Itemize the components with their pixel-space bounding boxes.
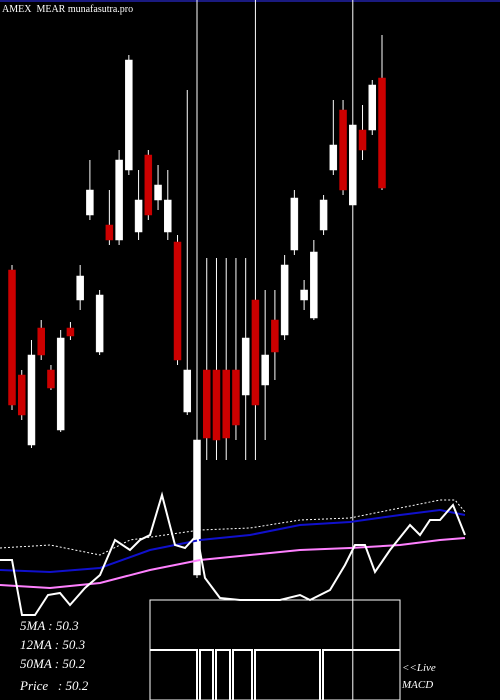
ma-label: 50MA : 50.2	[20, 656, 86, 671]
candle-body	[173, 241, 182, 361]
candle-body	[378, 77, 386, 189]
indicator-line	[0, 508, 466, 574]
live-label: <<Live	[402, 662, 436, 674]
ma-label: 12MA : 50.3	[20, 637, 86, 652]
candle-body	[251, 299, 260, 406]
candle-body	[86, 189, 94, 216]
macd-line	[150, 649, 400, 700]
macd-label: MACD	[401, 679, 433, 691]
chart-title: AMEX MEAR munafasutra.pro	[2, 4, 133, 15]
plot	[0, 0, 466, 700]
candle-body	[56, 337, 65, 431]
candle-body	[232, 369, 240, 426]
indicator-line	[0, 491, 466, 616]
candle-body	[222, 369, 230, 439]
candle-body	[329, 144, 338, 171]
candle-body	[134, 199, 143, 233]
candle-body	[280, 264, 289, 336]
candle-body	[300, 289, 308, 301]
candle-body	[202, 369, 211, 439]
price-label: Price : 50.2	[19, 678, 89, 693]
candle-body	[271, 319, 279, 353]
candle-body	[212, 369, 221, 441]
candle-body	[339, 109, 347, 191]
candle-body	[193, 439, 201, 576]
indicator-line	[0, 499, 466, 556]
candle-body	[144, 154, 153, 216]
indicator-line	[0, 537, 466, 590]
candle-body	[290, 197, 299, 251]
candle-body	[164, 199, 172, 233]
candle-body	[8, 269, 16, 406]
candle-body	[349, 124, 357, 206]
candle-body	[115, 159, 123, 241]
candle-body	[261, 354, 269, 386]
candle-body	[310, 251, 318, 319]
candle-body	[66, 327, 75, 337]
candle-body	[319, 199, 328, 231]
candle-body	[37, 327, 45, 356]
macd-panel	[149, 599, 401, 700]
candle-body	[17, 374, 26, 416]
candle-body	[95, 294, 104, 353]
candle-body	[358, 129, 367, 151]
ma-label: 5MA : 50.3	[20, 618, 79, 633]
candle-body	[154, 184, 162, 201]
candle-body	[27, 354, 36, 446]
candle-body	[368, 84, 377, 131]
candle-body	[105, 224, 114, 241]
candle-body	[183, 369, 192, 413]
candle-body	[76, 275, 84, 301]
candle-body	[241, 337, 250, 396]
candle-body	[47, 369, 55, 389]
candle-body	[125, 59, 133, 171]
